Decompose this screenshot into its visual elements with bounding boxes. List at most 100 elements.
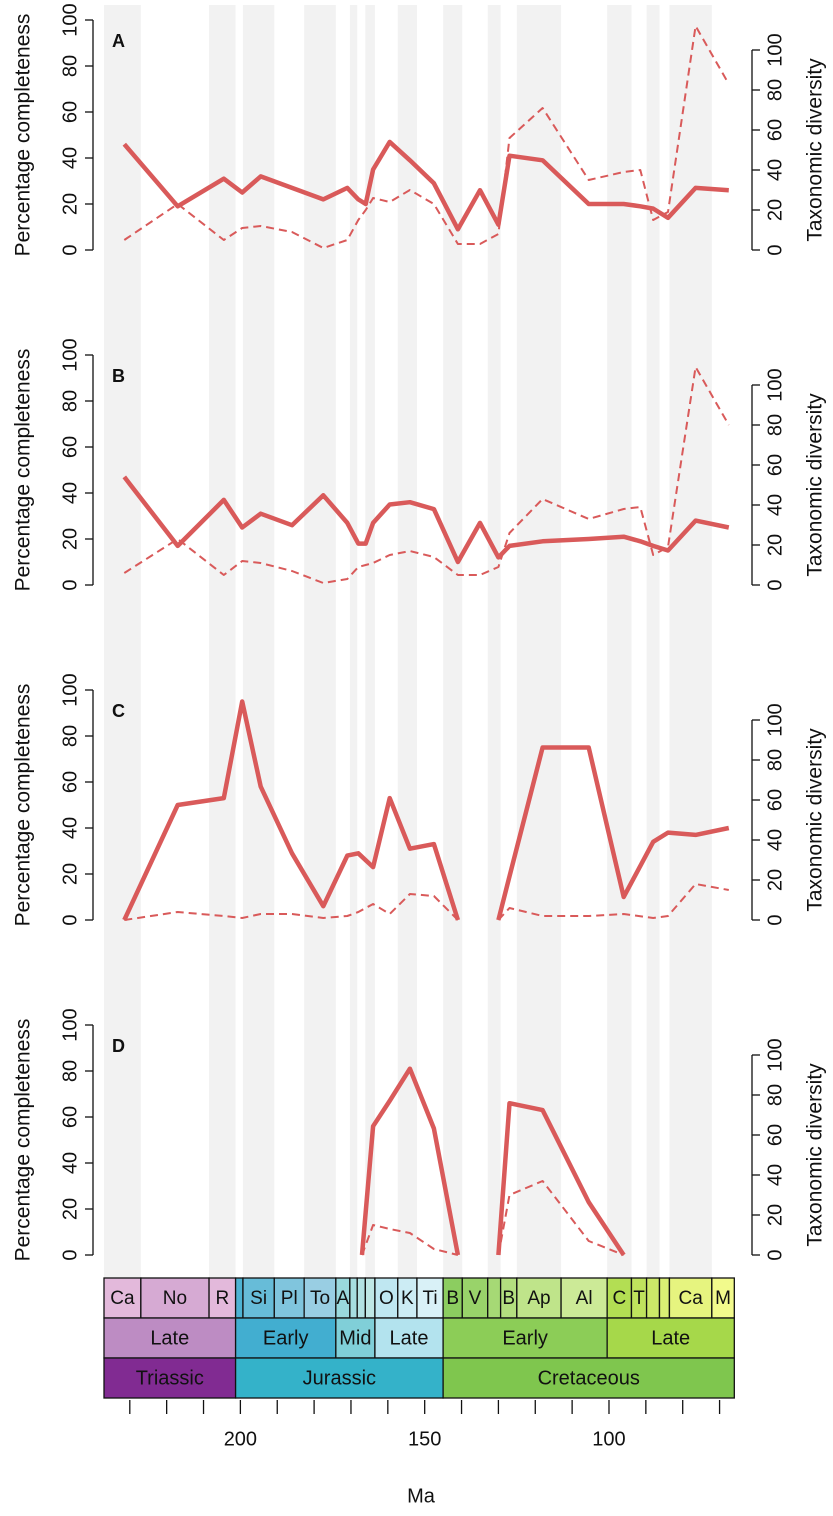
timescale-label: A <box>337 1288 350 1309</box>
y2-tick-label: 100 <box>764 33 786 66</box>
y-tick-label: 80 <box>59 1060 81 1082</box>
timescale-box <box>349 1277 358 1319</box>
y2-tick-label: 100 <box>764 368 786 401</box>
timescale-box <box>208 1277 237 1319</box>
y-tick-label: 0 <box>59 1249 81 1260</box>
y2-tick-label: 40 <box>764 494 786 516</box>
y2-tick-label: 40 <box>764 159 786 181</box>
timescale-box <box>374 1317 444 1359</box>
diversity-line <box>361 1180 625 1256</box>
completeness-line <box>122 475 730 565</box>
timescale-box <box>442 1357 735 1399</box>
y2-tick-label: 40 <box>764 829 786 851</box>
timescale-box <box>658 1277 671 1319</box>
y2-tick-label: 20 <box>764 199 786 221</box>
y-tick-label: 100 <box>59 1008 81 1041</box>
y2-axis-title: Taxonomic diversity <box>804 1063 827 1247</box>
x-tick-label: 100 <box>592 1428 625 1450</box>
y2-tick-label: 60 <box>764 1124 786 1146</box>
timescale-label: C <box>612 1288 626 1309</box>
diversity-line <box>124 883 729 921</box>
timescale-label: Early <box>502 1327 548 1349</box>
timescale-label: Pl <box>281 1288 298 1309</box>
x-tick-label: 200 <box>224 1428 257 1450</box>
stage-band <box>669 5 712 1278</box>
timescale-box <box>140 1277 210 1319</box>
timescale-label: Ti <box>422 1288 437 1309</box>
stage-band <box>516 5 562 1278</box>
timescale-box <box>103 1317 237 1359</box>
timescale-label: Ca <box>678 1288 703 1309</box>
y-axis-title: Percentage completeness <box>12 684 35 927</box>
timescale-label: Triassic <box>136 1367 204 1389</box>
y2-tick-label: 60 <box>764 454 786 476</box>
timescale-label: Late <box>150 1327 189 1349</box>
timescale-box <box>273 1277 305 1319</box>
stage-band <box>349 5 358 1278</box>
timescale-label: O <box>379 1288 394 1309</box>
y2-tick-label: 60 <box>764 119 786 141</box>
stage-band <box>104 5 141 1278</box>
stage-band <box>443 5 463 1278</box>
stage-band <box>242 5 275 1278</box>
timescale-box <box>364 1277 376 1319</box>
timescale-box <box>442 1317 608 1359</box>
stage-band <box>487 5 501 1278</box>
timescale-box <box>234 1357 444 1399</box>
y2-axis-title: Taxonomic diversity <box>804 58 827 242</box>
timescale-label: Ca <box>110 1288 135 1309</box>
y2-tick-label: 100 <box>764 1038 786 1071</box>
timescale-label: B <box>502 1288 515 1309</box>
diversity-line <box>123 366 730 584</box>
x-tick-label: 150 <box>408 1428 441 1450</box>
stage-band <box>397 5 417 1278</box>
stage-band <box>646 5 660 1278</box>
y2-axis-title: Taxonomic diversity <box>804 728 827 912</box>
timescale-label: M <box>715 1288 731 1309</box>
y-tick-label: 40 <box>59 482 81 504</box>
y-tick-label: 0 <box>59 579 81 590</box>
timescale-box <box>606 1317 735 1359</box>
timescale-label: Late <box>390 1327 429 1349</box>
y-tick-label: 100 <box>59 3 81 36</box>
stage-band <box>607 5 632 1278</box>
timescale-box <box>487 1277 502 1319</box>
timescale-label: Mid <box>339 1327 371 1349</box>
y-tick-label: 80 <box>59 55 81 77</box>
y-tick-label: 80 <box>59 390 81 412</box>
y-tick-label: 20 <box>59 528 81 550</box>
y-tick-label: 40 <box>59 1152 81 1174</box>
timescale-box <box>356 1277 366 1319</box>
y2-tick-label: 20 <box>764 869 786 891</box>
y-axis-title: Percentage completeness <box>12 1019 35 1262</box>
y2-tick-label: 0 <box>764 579 786 590</box>
y2-axis-title: Taxonomic diversity <box>804 393 827 577</box>
y-tick-label: 60 <box>59 1106 81 1128</box>
y2-tick-label: 20 <box>764 534 786 556</box>
y-tick-label: 60 <box>59 436 81 458</box>
y2-tick-label: 100 <box>764 703 786 736</box>
y-axis-title: Percentage completeness <box>12 349 35 592</box>
y-tick-label: 80 <box>59 725 81 747</box>
completeness-line <box>122 699 730 921</box>
y2-tick-label: 0 <box>764 914 786 925</box>
completeness-line <box>122 139 729 232</box>
timescale-label: Early <box>263 1327 309 1349</box>
timescale-label: Jurassic <box>303 1367 376 1389</box>
y-tick-label: 60 <box>59 101 81 123</box>
timescale-label: Cretaceous <box>538 1367 640 1389</box>
panel-label: B <box>112 366 125 386</box>
timescale-label: T <box>633 1288 645 1309</box>
stage-band <box>304 5 336 1278</box>
y-tick-label: 100 <box>59 338 81 371</box>
y-tick-label: 20 <box>59 863 81 885</box>
panel-label: D <box>112 1036 125 1056</box>
y-tick-label: 0 <box>59 244 81 255</box>
y2-tick-label: 0 <box>764 244 786 255</box>
timescale-box <box>645 1277 661 1319</box>
panel-label: C <box>112 701 125 721</box>
panel-label: A <box>112 31 125 51</box>
y2-tick-label: 80 <box>764 1084 786 1106</box>
timescale-label: To <box>310 1288 330 1309</box>
